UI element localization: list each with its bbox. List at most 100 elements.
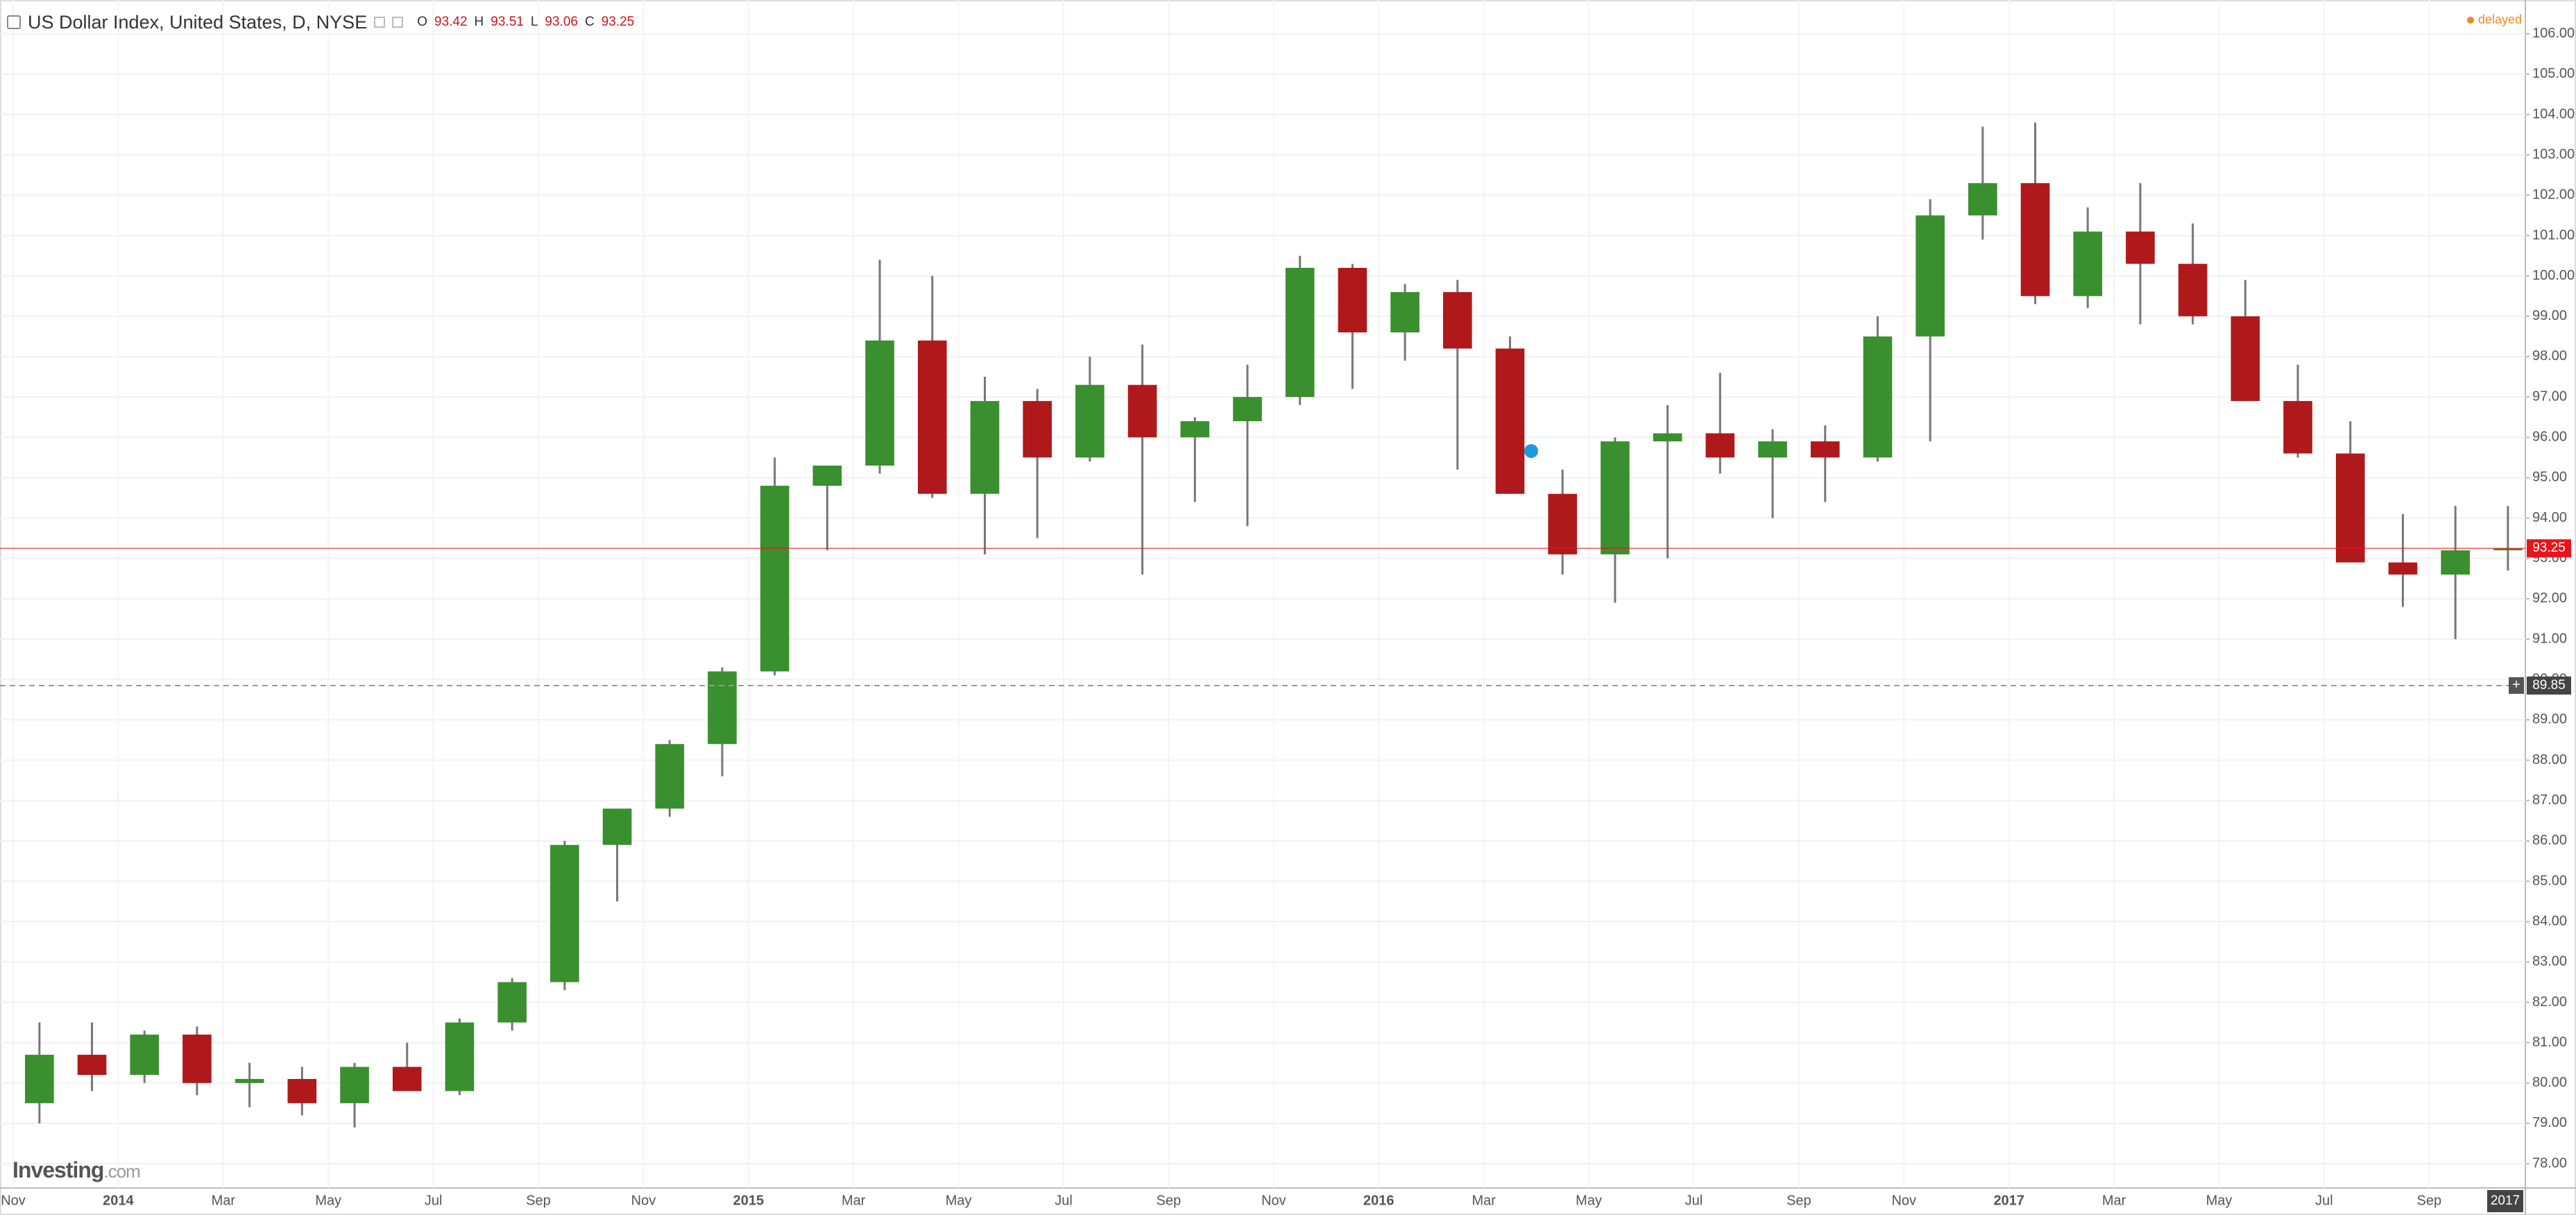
- crosshair-x-label: 2017: [2491, 1193, 2520, 1208]
- logo-suffix: .com: [103, 1161, 140, 1182]
- candle-body: [708, 671, 737, 745]
- candle-body: [655, 744, 685, 809]
- crosshair-price-box: [2527, 676, 2571, 695]
- candle-body: [392, 1067, 422, 1091]
- x-tick-label: Mar: [842, 1193, 866, 1208]
- candle-body: [865, 340, 894, 466]
- candle-body: [2020, 182, 2050, 296]
- y-tick-label: 96.00: [2532, 430, 2567, 445]
- x-tick-label: Jul: [1055, 1193, 1073, 1208]
- candle-body: [1601, 441, 1630, 554]
- crosshair-x-box: [2487, 1190, 2523, 1212]
- y-tick-label: 83.00: [2532, 954, 2567, 969]
- x-tick-label: Nov: [1, 1193, 26, 1208]
- candle-body: [1233, 397, 1262, 422]
- candle-body: [1023, 400, 1052, 458]
- y-tick-label: 97.00: [2532, 389, 2567, 404]
- ohlc-label: L: [530, 15, 538, 29]
- y-tick-label: 84.00: [2532, 913, 2567, 928]
- y-tick-label: 98.00: [2532, 348, 2567, 364]
- candle-body: [25, 1055, 54, 1103]
- y-tick-label: 79.00: [2532, 1115, 2567, 1130]
- candle-body: [287, 1078, 317, 1103]
- y-tick-label: 101.00: [2532, 228, 2575, 243]
- candle-body: [1653, 433, 1682, 442]
- y-tick-label: 104.00: [2532, 106, 2575, 121]
- logo-text: Investing: [12, 1157, 104, 1182]
- candle-body: [2388, 562, 2418, 575]
- crosshair-plus-box: [2509, 677, 2524, 694]
- y-tick-label: 92.00: [2532, 590, 2567, 606]
- candle-body: [1285, 268, 1315, 398]
- candle-body: [1075, 384, 1104, 458]
- y-tick-label: 95.00: [2532, 470, 2567, 485]
- status-text: delayed: [2477, 12, 2522, 26]
- y-tick-label: 80.00: [2532, 1075, 2567, 1090]
- ohlc-value: 93.25: [601, 15, 635, 29]
- candle-body: [1863, 336, 1893, 458]
- candle-body: [2178, 264, 2208, 316]
- x-tick-label: Nov: [1261, 1193, 1286, 1208]
- y-tick-label: 105.00: [2532, 66, 2575, 81]
- x-tick-label: 2017: [1993, 1193, 2024, 1208]
- last-price-label: 93.25: [2532, 541, 2566, 555]
- x-tick-label: Sep: [2417, 1193, 2442, 1208]
- collapse-icon[interactable]: [7, 15, 21, 29]
- y-tick-label: 82.00: [2532, 994, 2567, 1010]
- candle-body: [550, 844, 579, 983]
- candle-body: [1548, 493, 1578, 554]
- candle-body: [234, 1078, 264, 1083]
- ohlc-value: 93.06: [545, 15, 578, 29]
- candle-body: [1810, 441, 1840, 458]
- x-tick-label: 2015: [733, 1193, 765, 1208]
- x-tick-label: Nov: [1891, 1193, 1916, 1208]
- y-tick-label: 86.00: [2532, 833, 2567, 848]
- x-tick-label: Sep: [1157, 1193, 1182, 1208]
- x-tick-label: May: [315, 1193, 341, 1208]
- x-tick-label: Jul: [1685, 1193, 1703, 1208]
- crosshair-price-label: 89.85: [2532, 678, 2566, 693]
- logo: Investing.com: [12, 1157, 141, 1183]
- candle-body: [2335, 453, 2365, 563]
- x-tick-label: May: [2206, 1193, 2233, 1208]
- candle-body: [1705, 433, 1735, 458]
- x-tick-label: Jul: [2315, 1193, 2333, 1208]
- candle-body: [2283, 400, 2312, 454]
- y-tick-label: 81.00: [2532, 1035, 2567, 1050]
- settings-icon[interactable]: [374, 17, 386, 28]
- chart-title: US Dollar Index, United States, D, NYSE: [28, 11, 368, 33]
- candle-body: [2441, 550, 2470, 575]
- candle-body: [1127, 384, 1157, 438]
- candle-body: [1390, 291, 1419, 333]
- x-tick-label: Sep: [526, 1193, 551, 1208]
- candle-body: [812, 465, 842, 486]
- x-tick-label: Sep: [1786, 1193, 1811, 1208]
- x-tick-label: Jul: [425, 1193, 443, 1208]
- close-icon[interactable]: [392, 17, 404, 28]
- y-tick-label: 94.00: [2532, 510, 2567, 525]
- candle-body: [1495, 348, 1525, 494]
- x-tick-label: Mar: [2102, 1193, 2126, 1208]
- x-tick-label: May: [1576, 1193, 1602, 1208]
- header: US Dollar Index, United States, D, NYSE …: [7, 8, 634, 36]
- candle-body: [1758, 441, 1787, 458]
- ohlc-readout: O 93.42 H 93.51 L 93.06 C 93.25: [417, 15, 634, 30]
- candle-body: [917, 340, 947, 494]
- candle-body: [970, 400, 1000, 494]
- y-tick-label: 85.00: [2532, 873, 2567, 888]
- status-dot: [2466, 16, 2474, 24]
- candle-body: [497, 982, 527, 1023]
- event-marker: [1524, 444, 1538, 458]
- candle-body: [2073, 231, 2103, 296]
- candle-body: [2493, 548, 2523, 551]
- y-tick-label: 88.00: [2532, 752, 2567, 767]
- ohlc-label: C: [584, 15, 595, 29]
- candle-body: [1338, 268, 1367, 333]
- candle-body: [602, 808, 632, 845]
- ohlc-value: 93.42: [434, 15, 468, 29]
- candle-body: [77, 1055, 107, 1076]
- status: delayed: [2466, 12, 2522, 27]
- x-tick-label: Mar: [1472, 1193, 1496, 1208]
